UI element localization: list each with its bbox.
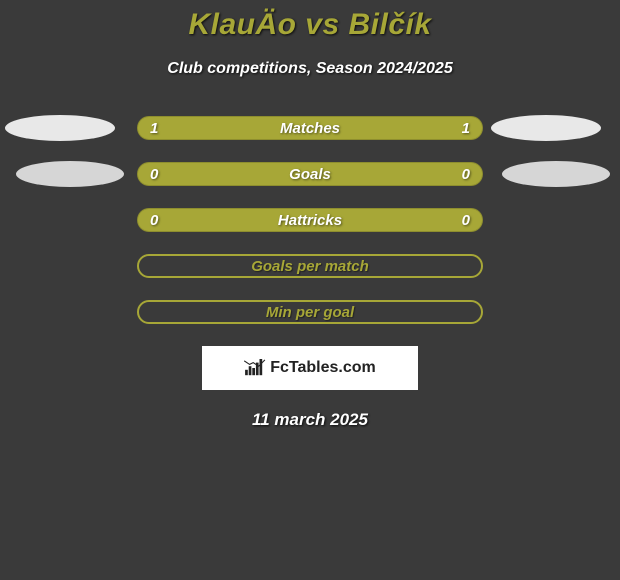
stat-row-goals-per-match: Goals per match	[0, 254, 620, 278]
stat-label: Goals per match	[251, 258, 369, 275]
stat-row-min-per-goal: Min per goal	[0, 300, 620, 324]
stat-row-hattricks: 0 Hattricks 0	[0, 208, 620, 232]
stat-right-value: 0	[462, 212, 470, 229]
branding-text: FcTables.com	[270, 359, 376, 377]
stat-label: Hattricks	[278, 212, 342, 229]
stat-label: Goals	[289, 166, 331, 183]
stat-right-value: 0	[462, 166, 470, 183]
subtitle: Club competitions, Season 2024/2025	[0, 60, 620, 78]
date-label: 11 march 2025	[0, 410, 620, 430]
page-title: KlauÄo vs Bilčík	[0, 8, 620, 42]
fctables-link[interactable]: FcTables.com	[244, 359, 376, 377]
stat-bar: 0 Goals 0	[137, 162, 483, 186]
comparison-card: KlauÄo vs Bilčík Club competitions, Seas…	[0, 0, 620, 430]
stat-bar: Min per goal	[137, 300, 483, 324]
stats-list: 1 Matches 1 0 Goals 0 0 Hattricks 0	[0, 116, 620, 324]
player-right-marker	[491, 115, 601, 141]
stat-row-goals: 0 Goals 0	[0, 162, 620, 186]
player-left-marker	[5, 115, 115, 141]
stat-left-value: 0	[150, 212, 158, 229]
branding-box: FcTables.com	[202, 346, 418, 390]
bar-chart-icon	[244, 359, 266, 377]
player-right-marker	[502, 161, 610, 187]
stat-right-value: 1	[462, 120, 470, 137]
stat-label: Matches	[280, 120, 340, 137]
stat-bar: 1 Matches 1	[137, 116, 483, 140]
stat-left-value: 0	[150, 166, 158, 183]
player-left-marker	[16, 161, 124, 187]
stat-label: Min per goal	[266, 304, 354, 321]
stat-bar: Goals per match	[137, 254, 483, 278]
stat-row-matches: 1 Matches 1	[0, 116, 620, 140]
stat-left-value: 1	[150, 120, 158, 137]
stat-bar: 0 Hattricks 0	[137, 208, 483, 232]
